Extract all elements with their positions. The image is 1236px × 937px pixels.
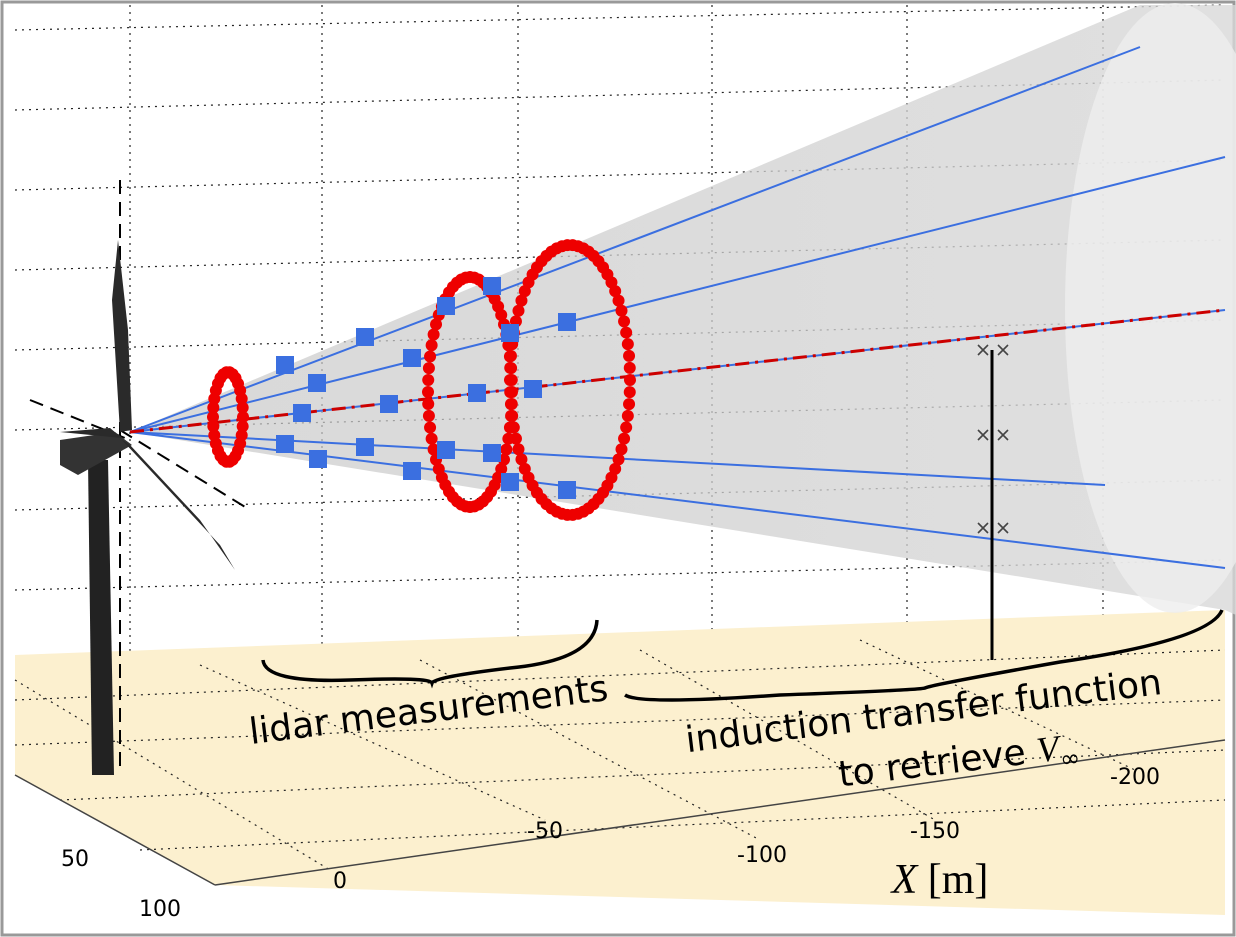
measurement-point [308, 374, 326, 392]
measurement-point [558, 481, 576, 499]
ring-dot [505, 350, 517, 362]
ring-dot [422, 386, 434, 398]
measurement-point [403, 349, 421, 367]
ring-dot [618, 433, 630, 445]
x-tick-label: -50 [527, 819, 563, 844]
measurement-point [483, 277, 501, 295]
ring-dot [422, 398, 434, 410]
measurement-point [437, 441, 455, 459]
figure: lidar measurements induction transfer fu… [0, 0, 1236, 937]
y-tick-label: 50 [61, 847, 89, 872]
x-axis-label: X [m] [890, 857, 989, 903]
x-tick-label: -150 [910, 819, 960, 844]
ring-dot [426, 339, 438, 351]
measurement-point [276, 435, 294, 453]
ring-dot [616, 443, 628, 455]
ring-dot [423, 410, 435, 422]
ring-dot [424, 422, 436, 434]
measurement-point [524, 380, 542, 398]
ring-dot [506, 410, 518, 422]
ring-dot [624, 374, 636, 386]
ring-dot [508, 421, 520, 433]
ring-dot [616, 305, 628, 317]
measurement-point [468, 384, 486, 402]
ring-dot [428, 329, 440, 341]
ring-dot [624, 386, 636, 398]
x-tick-label: -100 [737, 843, 787, 868]
ring-dot [622, 338, 634, 350]
ring-dot [618, 315, 630, 327]
measurement-point [483, 444, 501, 462]
ring-dot [620, 421, 632, 433]
ring-dot [423, 362, 435, 374]
measurement-point [403, 462, 421, 480]
ring-dot [510, 433, 522, 445]
ring-dot [422, 374, 434, 386]
ring-dot [504, 362, 516, 374]
measurement-point [380, 395, 398, 413]
ring-dot [426, 433, 438, 445]
ring-dot [504, 386, 516, 398]
measurement-point [501, 473, 519, 491]
ring-dot [504, 374, 516, 386]
ring-dot [424, 350, 436, 362]
ring-dot [623, 350, 635, 362]
x-tick-label: 0 [333, 869, 347, 894]
measurement-point [293, 404, 311, 422]
y-tick-label: 100 [139, 897, 181, 922]
measurement-point [276, 356, 294, 374]
ring-dot [512, 305, 524, 317]
ring-dot [613, 295, 625, 307]
measurement-point [437, 297, 455, 315]
ring-dot [624, 362, 636, 374]
measurement-point [558, 313, 576, 331]
measurement-point [309, 450, 327, 468]
measurement-point [356, 438, 374, 456]
measurement-point [501, 324, 519, 342]
ring-dot [622, 410, 634, 422]
ring-dot [620, 327, 632, 339]
ring-dot [505, 398, 517, 410]
ring-dot [500, 444, 512, 456]
ring-dot [237, 402, 249, 414]
ring-dot [512, 443, 524, 455]
x-tick-label: -200 [1110, 765, 1160, 790]
ring-dot [515, 453, 527, 465]
ring-dot [623, 398, 635, 410]
measurement-point [356, 328, 374, 346]
